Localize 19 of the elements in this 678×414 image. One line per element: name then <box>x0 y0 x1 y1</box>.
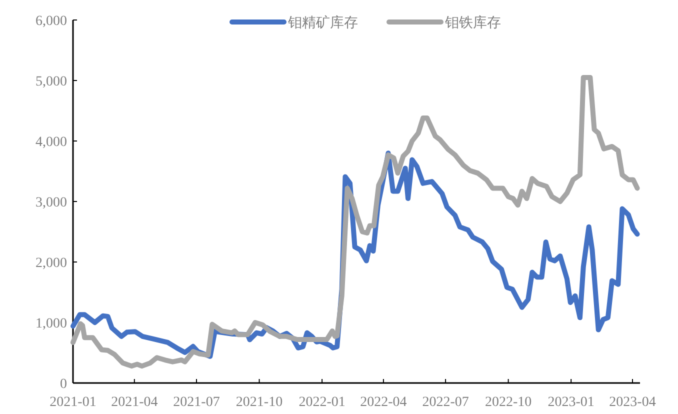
x-tick-label: 2021-01 <box>50 395 96 410</box>
x-tick-label: 2022-07 <box>422 395 469 410</box>
y-tick-label: 5,000 <box>36 74 67 90</box>
x-tick-label: 2021-10 <box>236 395 283 410</box>
y-tick-label: 6,000 <box>36 14 67 29</box>
x-tick-label: 2022-04 <box>360 395 407 410</box>
y-tick-label: 4,000 <box>36 135 67 150</box>
x-tick-label: 2022-10 <box>484 395 532 410</box>
x-tick-label: 2022-01 <box>298 395 346 410</box>
y-tick-label: 3,000 <box>36 196 67 210</box>
legend-label: 钼铁库存 <box>444 15 501 31</box>
y-tick-label: 1,000 <box>36 316 67 332</box>
legend-label: 钼精矿库存 <box>287 15 358 31</box>
y-tick-label: 2,000 <box>36 256 67 271</box>
x-tick-label: 2023-01 <box>548 395 594 410</box>
x-tick-label: 2023-04 <box>609 395 656 410</box>
x-tick-label: 2021-07 <box>173 395 220 410</box>
y-tick-label: 0 <box>60 377 67 392</box>
x-tick-label: 2021-04 <box>111 395 158 410</box>
